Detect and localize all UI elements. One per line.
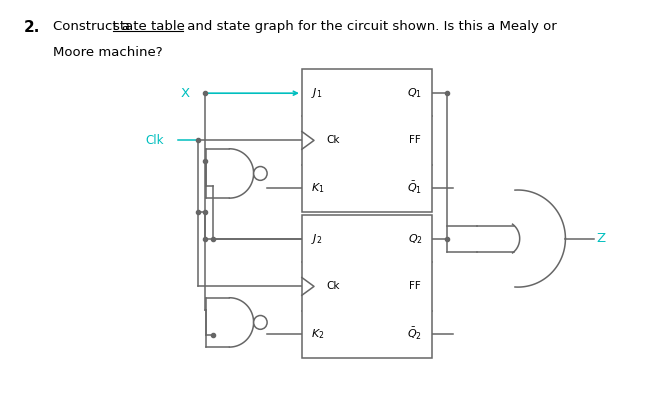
Text: Ck: Ck xyxy=(326,281,340,291)
Text: $\bar{Q}_1$: $\bar{Q}_1$ xyxy=(408,180,422,196)
Text: $K_2$: $K_2$ xyxy=(311,327,325,340)
Text: Clk: Clk xyxy=(146,134,164,147)
Text: $Q_2$: $Q_2$ xyxy=(408,232,422,246)
Text: $K_1$: $K_1$ xyxy=(311,181,325,194)
Text: Construct a: Construct a xyxy=(53,19,134,33)
Bar xyxy=(302,215,432,358)
Text: Ck: Ck xyxy=(326,136,340,145)
Text: $\bar{Q}_2$: $\bar{Q}_2$ xyxy=(408,325,422,342)
Text: 2.: 2. xyxy=(24,19,40,35)
Text: state table: state table xyxy=(113,19,184,33)
Text: $J_2$: $J_2$ xyxy=(311,232,323,246)
Text: $J_1$: $J_1$ xyxy=(311,86,323,100)
Circle shape xyxy=(254,316,267,329)
Text: FF: FF xyxy=(409,136,421,145)
Circle shape xyxy=(254,166,267,180)
Text: FF: FF xyxy=(409,281,421,291)
Text: $Q_1$: $Q_1$ xyxy=(408,86,422,100)
Text: X: X xyxy=(181,87,190,100)
Text: and state graph for the circuit shown. Is this a Mealy or: and state graph for the circuit shown. I… xyxy=(183,19,557,33)
Text: Z: Z xyxy=(597,232,606,245)
Text: Moore machine?: Moore machine? xyxy=(53,46,162,59)
Bar xyxy=(302,69,432,212)
